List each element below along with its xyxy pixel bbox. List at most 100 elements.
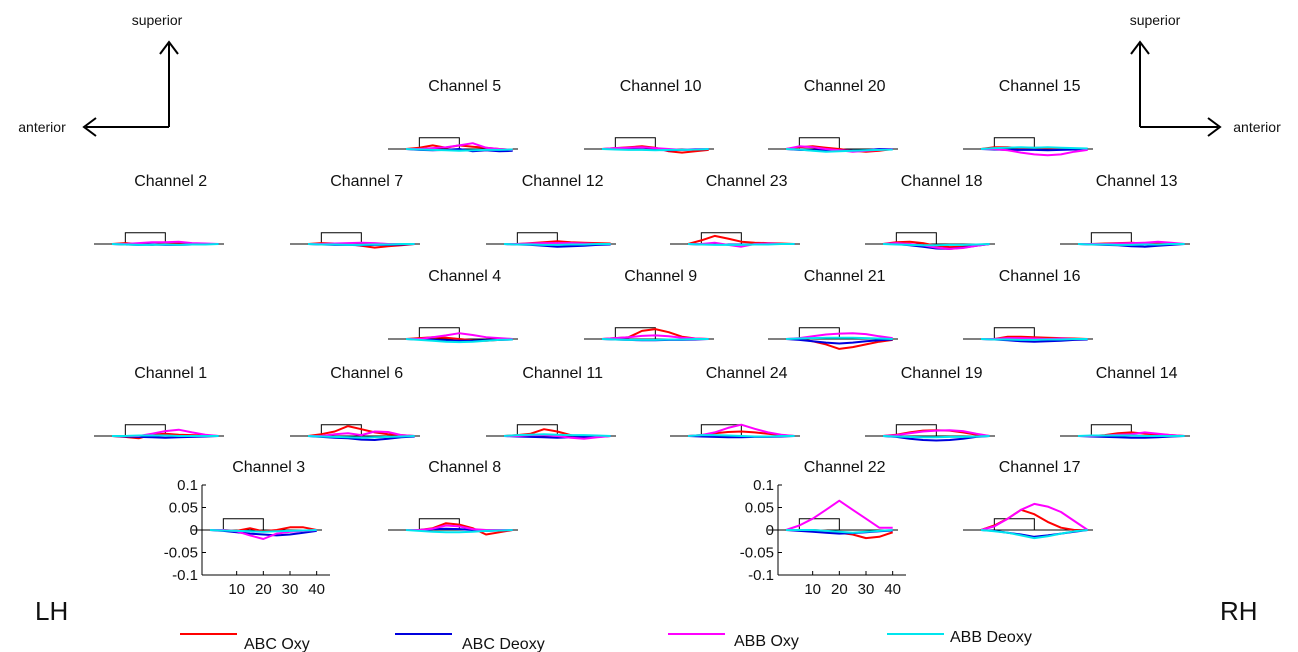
panel-title-channel-7: Channel 7 xyxy=(330,173,403,190)
series-line-abb-deoxy-channel-8 xyxy=(405,529,513,534)
panel-title-channel-10: Channel 10 xyxy=(620,78,702,95)
series-line-abb-deoxy-channel-13 xyxy=(1077,243,1185,246)
series-line-abb-deoxy-channel-10 xyxy=(601,148,709,152)
panel-title-channel-17: Channel 17 xyxy=(999,459,1081,476)
stimulus-block-channel-17 xyxy=(993,518,1035,531)
panel-channel-8: Channel 8 xyxy=(388,459,518,536)
panel-title-channel-20: Channel 20 xyxy=(804,78,886,95)
x-tick-label-channel-3: 40 xyxy=(308,581,325,598)
panel-title-channel-3: Channel 3 xyxy=(232,459,305,476)
panel-channel-5: Channel 5 xyxy=(388,78,518,153)
panel-title-channel-16: Channel 16 xyxy=(999,268,1081,285)
panel-channel-3: Channel 3 0.1 0.05 0 -0.05 -0.1 10 20 30 40 xyxy=(164,459,330,598)
series-line-abb-deoxy-channel-21 xyxy=(785,336,893,340)
legend-label-abc-deoxy: ABC Deoxy xyxy=(462,636,545,652)
panel-channel-11: Channel 11 xyxy=(486,365,616,440)
panel-channel-2: Channel 2 xyxy=(94,173,224,246)
left-anterior-arrowhead xyxy=(82,117,97,137)
panel-channel-23: Channel 23 xyxy=(670,173,800,248)
series-line-abb-deoxy-channel-14 xyxy=(1077,434,1185,437)
series-line-abb-deoxy-channel-22 xyxy=(786,529,893,534)
left-hemisphere-label: LH xyxy=(35,596,68,626)
series-line-abb-deoxy-channel-23 xyxy=(687,243,795,246)
y-tick-label-channel-3: -0.05 xyxy=(164,545,198,562)
panel-title-channel-15: Channel 15 xyxy=(999,78,1081,95)
right-anterior-arrowhead xyxy=(1207,117,1222,137)
legend: ABC Oxy ABC Deoxy ABB Oxy ABB Deoxy xyxy=(180,629,1032,652)
panel-channel-15: Channel 15 xyxy=(963,78,1093,157)
stimulus-block-channel-6 xyxy=(320,424,362,437)
series-line-abb-deoxy-channel-16 xyxy=(980,338,1088,341)
series-line-abb-deoxy-channel-3 xyxy=(209,529,317,533)
panel-channel-21: Channel 21 xyxy=(768,268,898,350)
panel-title-channel-22: Channel 22 xyxy=(804,459,886,476)
series-line-abb-deoxy-channel-12 xyxy=(503,243,611,246)
series-line-abb-deoxy-channel-17 xyxy=(980,529,1088,540)
panel-channel-22: Channel 22 0.1 0.05 0 -0.05 -0.1 10 20 30 40 xyxy=(740,459,906,598)
right-orientation-arrows xyxy=(1130,40,1222,137)
stimulus-block-channel-5 xyxy=(418,137,460,150)
panel-title-channel-13: Channel 13 xyxy=(1096,173,1178,190)
panel-title-channel-12: Channel 12 xyxy=(522,173,604,190)
panel-title-channel-23: Channel 23 xyxy=(706,173,788,190)
left-orientation-arrows xyxy=(82,40,179,137)
panel-channel-9: Channel 9 xyxy=(584,268,714,342)
panel-channel-7: Channel 7 xyxy=(290,173,420,249)
panel-channel-13: Channel 13 xyxy=(1060,173,1190,248)
series-line-abb-deoxy-channel-5 xyxy=(405,148,513,152)
panel-title-channel-14: Channel 14 xyxy=(1096,365,1178,382)
right-superior-arrowhead xyxy=(1130,40,1150,55)
left-superior-label: superior xyxy=(132,12,183,28)
panel-channel-10: Channel 10 xyxy=(584,78,714,154)
panel-title-channel-21: Channel 21 xyxy=(804,268,886,285)
panel-channel-18: Channel 18 xyxy=(865,173,995,250)
series-line-abb-deoxy-channel-20 xyxy=(785,148,893,153)
series-line-abb-deoxy-channel-24 xyxy=(687,434,795,438)
channel-panels: Channel 5 Channel 10 Channel 20 Channel 15C… xyxy=(94,78,1190,598)
x-tick-label-channel-22: 40 xyxy=(884,581,901,598)
y-tick-label-channel-3: -0.1 xyxy=(172,567,198,584)
series-line-abc-deoxy-channel-21 xyxy=(785,338,893,345)
right-hemisphere-label: RH xyxy=(1220,596,1258,626)
y-tick-label-channel-22: -0.1 xyxy=(748,567,774,584)
series-line-abb-oxy-channel-22 xyxy=(785,499,893,531)
panel-title-channel-2: Channel 2 xyxy=(134,173,207,190)
series-line-abb-oxy-channel-15 xyxy=(981,148,1088,157)
series-line-abb-oxy-channel-4 xyxy=(406,332,513,340)
series-line-abb-oxy-channel-18 xyxy=(882,242,990,250)
series-line-abb-oxy-channel-6 xyxy=(308,430,415,437)
panel-channel-20: Channel 20 xyxy=(768,78,898,153)
panel-title-channel-11: Channel 11 xyxy=(522,365,603,382)
legend-label-abb-deoxy: ABB Deoxy xyxy=(950,629,1032,646)
y-tick-label-channel-3: 0.1 xyxy=(177,477,198,494)
series-line-abb-deoxy-channel-11 xyxy=(503,433,611,437)
series-line-abb-deoxy-channel-9 xyxy=(601,338,709,341)
series-line-abb-deoxy-channel-2 xyxy=(111,243,219,246)
y-tick-label-channel-22: -0.05 xyxy=(740,545,774,562)
panel-channel-6: Channel 6 xyxy=(290,365,420,441)
panel-title-channel-1: Channel 1 xyxy=(134,365,207,382)
right-anterior-label: anterior xyxy=(1233,119,1281,135)
panel-channel-17: Channel 17 xyxy=(963,459,1093,540)
panel-title-channel-4: Channel 4 xyxy=(428,268,501,285)
y-tick-label-channel-22: 0.05 xyxy=(745,500,774,517)
series-line-abb-deoxy-channel-15 xyxy=(980,146,1088,150)
panel-channel-16: Channel 16 xyxy=(963,268,1093,343)
panel-channel-12: Channel 12 xyxy=(486,173,616,248)
legend-label-abb-oxy: ABB Oxy xyxy=(734,633,799,650)
panel-title-channel-8: Channel 8 xyxy=(428,459,501,476)
panel-title-channel-5: Channel 5 xyxy=(428,78,501,95)
y-tick-label-channel-22: 0.1 xyxy=(753,477,774,494)
series-line-abb-deoxy-channel-7 xyxy=(307,243,415,246)
legend-label-abc-oxy: ABC Oxy xyxy=(244,636,310,652)
x-tick-label-channel-22: 10 xyxy=(804,581,821,598)
series-line-abb-oxy-channel-17 xyxy=(980,502,1089,531)
series-line-abb-deoxy-channel-19 xyxy=(882,435,990,439)
series-line-abb-oxy-channel-19 xyxy=(882,429,990,437)
stimulus-block-channel-22 xyxy=(798,518,840,531)
panel-channel-19: Channel 19 xyxy=(865,365,995,442)
y-tick-label-channel-3: 0 xyxy=(190,522,198,539)
left-superior-arrowhead xyxy=(159,40,179,55)
panel-channel-1: Channel 1 xyxy=(94,365,224,440)
axes-channel-22: 0.1 0.05 0 -0.05 -0.1 10 20 30 40 xyxy=(740,477,906,598)
